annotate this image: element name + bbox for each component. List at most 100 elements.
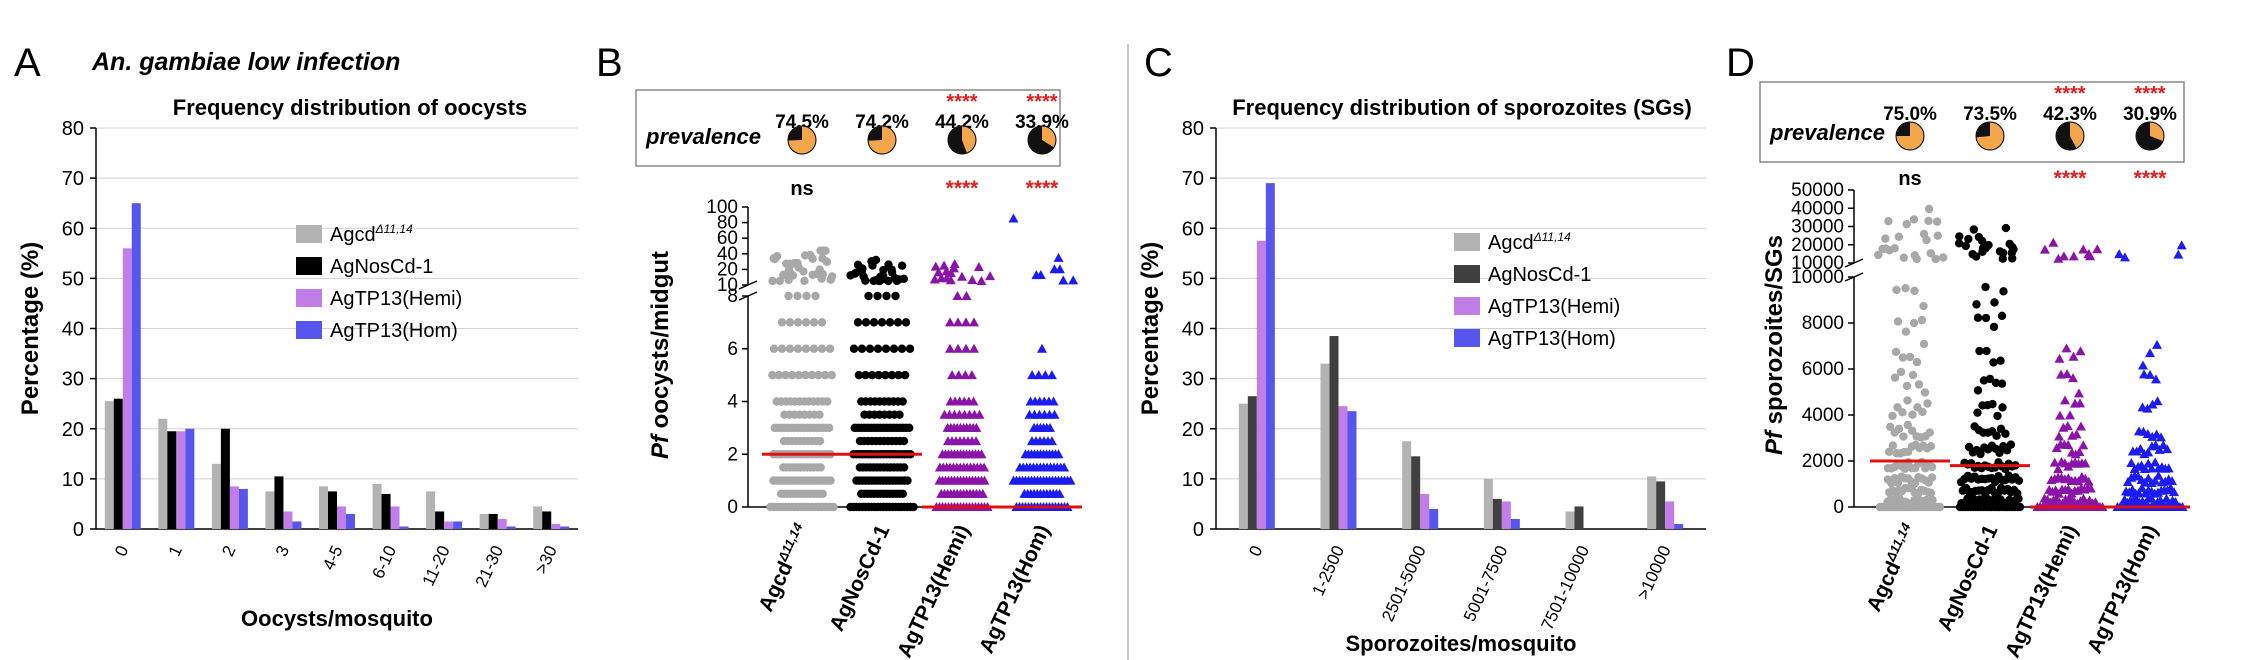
- pie-slice: [948, 126, 967, 154]
- data-point: [1972, 300, 1981, 309]
- data-point: [966, 370, 977, 380]
- data-point: [1917, 315, 1927, 325]
- data-point: [979, 475, 990, 485]
- data-point: [2074, 447, 2085, 457]
- data-point: [811, 291, 820, 301]
- data-point: [2154, 444, 2165, 454]
- data-point: [817, 344, 827, 353]
- data-point: [1973, 408, 1982, 417]
- data-point: [877, 318, 887, 327]
- x-tick-label: AgcdΔ11,14: [1861, 520, 1923, 615]
- bar: [283, 511, 293, 529]
- data-point: [1053, 449, 1064, 459]
- x-tick-label: AgTP13(Hom): [975, 521, 1055, 657]
- data-point: [865, 344, 875, 353]
- panel-letter-d: D: [1726, 41, 1755, 85]
- data-point: [1919, 301, 1928, 311]
- data-point: [2133, 488, 2144, 498]
- data-point: [779, 270, 789, 280]
- bar: [328, 491, 337, 529]
- bar: [1647, 476, 1657, 529]
- data-point: [1031, 270, 1042, 280]
- y-tick-label: 40: [62, 319, 84, 341]
- data-point: [787, 370, 797, 380]
- data-point: [2013, 489, 2022, 498]
- y-tick-label: 0: [1193, 519, 1204, 541]
- bar: [211, 463, 221, 529]
- significance-label: ns: [790, 178, 813, 200]
- x-tick-label: 7501-10000: [1538, 543, 1594, 633]
- data-point: [1954, 239, 1964, 248]
- data-point: [854, 370, 864, 380]
- legend-label: AgTP13(Hom): [1488, 328, 1616, 350]
- data-point: [1975, 346, 1984, 356]
- data-point: [891, 291, 900, 301]
- data-point: [2001, 429, 2010, 438]
- x-tick-label: 5001-7500: [1460, 543, 1512, 625]
- data-point: [2142, 403, 2153, 413]
- y-tick-label: 0: [727, 497, 738, 518]
- data-point: [849, 344, 859, 353]
- y-tick-label: 0: [1833, 497, 1844, 518]
- data-point: [827, 370, 836, 380]
- y-tick-label: 80: [1182, 118, 1204, 140]
- data-point: [1899, 253, 1909, 262]
- y-tick-label: 70: [1182, 168, 1204, 190]
- data-point: [976, 449, 987, 459]
- data-point: [1926, 249, 1935, 258]
- chart-sporozoite-scatter: prevalence75.0%ns73.5%****42.3%********3…: [1759, 81, 2190, 660]
- bar: [167, 431, 177, 529]
- data-point: [2162, 444, 2173, 454]
- data-point: [969, 317, 979, 327]
- data-point: [1909, 215, 1919, 224]
- bar: [1320, 363, 1330, 529]
- bar: [1265, 183, 1275, 529]
- data-point: [882, 291, 891, 301]
- x-axis-label: Oocysts/mosquito: [241, 606, 433, 631]
- data-point: [1027, 370, 1038, 380]
- y-tick-label: 80: [62, 118, 84, 140]
- data-point: [1927, 473, 1937, 482]
- data-point: [1910, 286, 1919, 296]
- legend-swatch: [1454, 233, 1480, 251]
- data-point: [2074, 388, 2084, 398]
- data-point: [977, 488, 988, 498]
- data-point: [790, 258, 799, 268]
- y-tick-label: 70: [62, 168, 84, 190]
- prevalence-value: 44.2%: [935, 112, 989, 133]
- x-tick-label: 0: [111, 543, 132, 560]
- data-point: [1890, 373, 1900, 382]
- data-point: [897, 344, 907, 353]
- data-point: [2167, 476, 2178, 486]
- bar: [560, 526, 570, 529]
- data-point: [949, 259, 960, 269]
- data-point: [881, 344, 891, 353]
- data-point: [1891, 347, 1901, 357]
- data-point: [775, 276, 785, 286]
- data-point: [953, 370, 964, 380]
- legend-label: AgNosCd-1: [1488, 264, 1591, 286]
- panel-letter-a: A: [14, 41, 41, 85]
- data-point: [799, 267, 808, 276]
- y-tick-label: 50000: [1791, 180, 1844, 201]
- data-point: [2092, 244, 2103, 254]
- data-point: [809, 318, 819, 327]
- data-point: [1888, 411, 1897, 421]
- data-point: [772, 252, 782, 261]
- legend-label: AgNosCd-1: [330, 256, 433, 278]
- data-point: [769, 344, 779, 353]
- data-point: [768, 370, 777, 380]
- data-point: [826, 476, 835, 485]
- data-point: [1894, 424, 1904, 433]
- bar: [1402, 441, 1412, 529]
- data-point: [774, 370, 784, 380]
- data-point: [1982, 346, 1991, 356]
- data-point: [2090, 497, 2101, 507]
- data-point: [967, 275, 978, 285]
- data-point: [884, 260, 893, 269]
- data-point: [818, 489, 827, 499]
- data-point: [929, 274, 940, 284]
- prevalence-value: 33.9%: [1015, 112, 1069, 133]
- pie-slice: [1027, 126, 1054, 155]
- y-tick-label: 20: [62, 419, 84, 441]
